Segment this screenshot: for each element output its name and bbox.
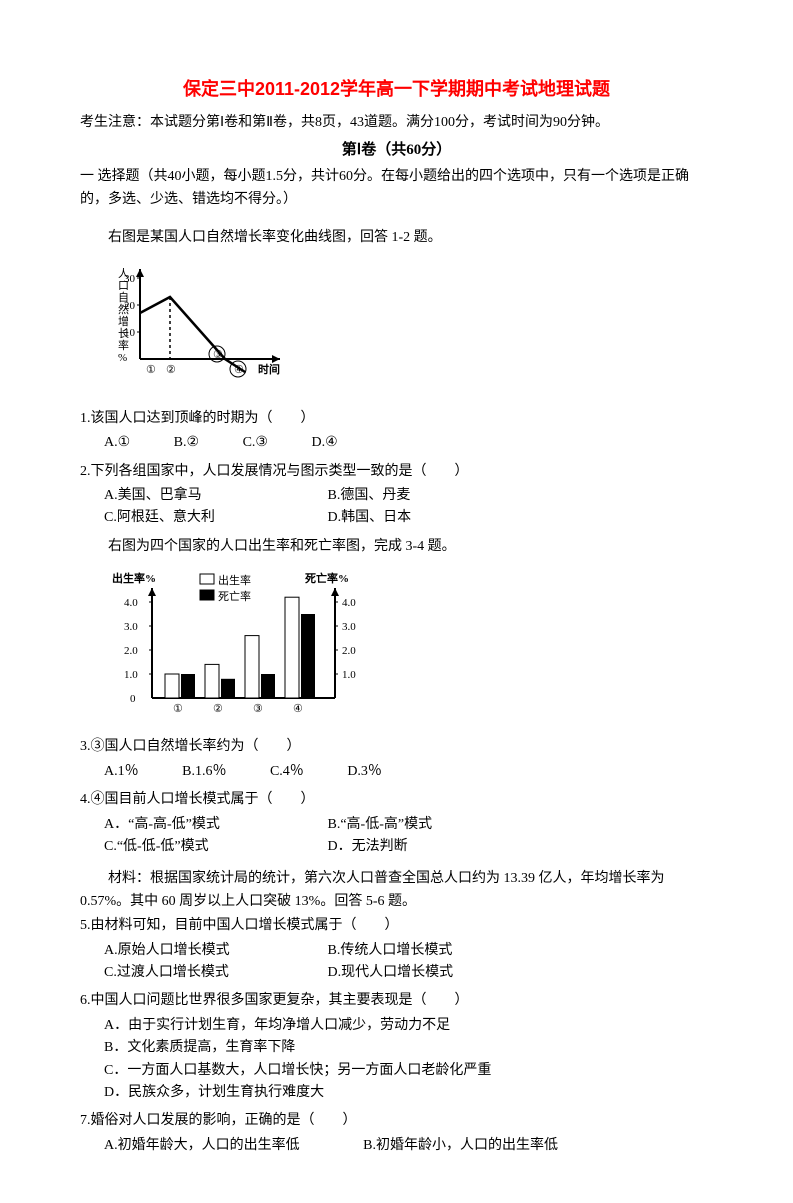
question-6: 6.中国人口问题比世界很多国家更复杂，其主要表现是（ ） — [80, 990, 713, 1012]
svg-text:4.0: 4.0 — [124, 597, 138, 609]
q3-opt-c: C.4％ — [270, 761, 304, 783]
q2-opt-c: C.阿根廷、意大利 — [104, 507, 304, 529]
svg-text:2.0: 2.0 — [124, 645, 138, 657]
x-label: 时间 — [258, 362, 280, 376]
x-mark-1: ① — [146, 364, 156, 376]
bar-4-death — [301, 614, 315, 698]
question-4: 4.④国目前人口增长模式属于（ ） — [80, 789, 713, 811]
x2-mark-4: ④ — [293, 703, 303, 715]
q6-opt-b: B．文化素质提高，生育率下降 — [104, 1037, 713, 1059]
bar-4-birth — [285, 597, 299, 698]
q5-opt-b: B.传统人口增长模式 — [328, 940, 528, 962]
q2-opt-a: A.美国、巴拿马 — [104, 485, 304, 507]
section-header: 第Ⅰ卷（共60分） — [80, 138, 713, 162]
y-tick-20: 20 — [124, 300, 136, 312]
x-mark-4: ④ — [234, 364, 244, 376]
x2-mark-3: ③ — [253, 703, 263, 715]
x2-mark-2: ② — [213, 703, 223, 715]
y-tick-30: 30 — [124, 273, 136, 285]
q7-opt-a: A.初婚年龄大，人口的出生率低 — [104, 1135, 300, 1157]
q1-opt-b: B.② — [174, 432, 199, 454]
q6-options: A．由于实行计划生育，年均净增人口减少，劳动力不足 B．文化素质提高，生育率下降… — [104, 1015, 713, 1105]
svg-text:%: % — [118, 352, 127, 364]
q5-opt-d: D.现代人口增长模式 — [328, 962, 528, 984]
svg-text:1.0: 1.0 — [342, 669, 356, 681]
q6-opt-a: A．由于实行计划生育，年均净增人口减少，劳动力不足 — [104, 1015, 713, 1037]
y-left-label: 出生率% — [112, 571, 156, 585]
exam-notice: 考生注意：本试题分第Ⅰ卷和第Ⅱ卷，共8页，43道题。满分100分，考试时间为90… — [80, 112, 713, 134]
q2-opt-b: B.德国、丹麦 — [328, 485, 528, 507]
material-5-6: 材料：根据国家统计局的统计，第六次人口普查全国总人口约为 13.39 亿人，年均… — [80, 868, 713, 913]
growth-curve — [140, 297, 245, 372]
chart-1: 人 口 自 然 增 长 率 % 10 20 30 ① — [110, 259, 713, 397]
q5-opt-a: A.原始人口增长模式 — [104, 940, 304, 962]
x-arrow — [272, 355, 280, 363]
y-tick-10: 10 — [124, 327, 136, 339]
q5-opt-c: C.过渡人口增长模式 — [104, 962, 304, 984]
q4-opt-a: A．“高-高-低”模式 — [104, 814, 304, 836]
q5-options: A.原始人口增长模式 B.传统人口增长模式 C.过渡人口增长模式 D.现代人口增… — [104, 940, 713, 985]
exam-page: 保定三中2011-2012学年高一下学期期中考试地理试题 考生注意：本试题分第Ⅰ… — [0, 0, 793, 1203]
q6-opt-c: C．一方面人口基数大，人口增长快；另一方面人口老龄化严重 — [104, 1060, 713, 1082]
q3-options: A.1％ B.1.6％ C.4％ D.3％ — [104, 761, 713, 783]
svg-text:4.0: 4.0 — [342, 597, 356, 609]
bar-2-birth — [205, 664, 219, 698]
svg-text:3.0: 3.0 — [124, 621, 138, 633]
bar-3-death — [261, 674, 275, 698]
q3-opt-b: B.1.6％ — [182, 761, 226, 783]
svg-text:增: 增 — [118, 314, 129, 328]
y-right-label: 死亡率% — [305, 571, 349, 585]
bar-1-death — [181, 674, 195, 698]
question-2: 2.下列各组国家中，人口发展情况与图示类型一致的是（ ） — [80, 461, 713, 483]
instruction: 一 选择题（共40小题，每小题1.5分，共计60分。在每小题给出的四个选项中，只… — [80, 166, 713, 211]
q7-options: A.初婚年龄大，人口的出生率低 B.初婚年龄小，人口的出生率低 — [104, 1135, 713, 1157]
q1-opt-a: A.① — [104, 432, 130, 454]
q1-options: A.① B.② C.③ D.④ — [104, 432, 713, 454]
x2-mark-1: ① — [173, 703, 183, 715]
q4-opt-b: B.“高-低-高”模式 — [328, 814, 528, 836]
legend-birth-swatch — [200, 574, 214, 584]
q1-opt-c: C.③ — [243, 432, 268, 454]
q7-opt-b: B.初婚年龄小，人口的出生率低 — [363, 1135, 558, 1157]
legend-death: 死亡率 — [218, 589, 251, 603]
prompt-2: 右图为四个国家的人口出生率和死亡率图，完成 3-4 题。 — [80, 536, 713, 558]
svg-text:1.0: 1.0 — [124, 669, 138, 681]
legend-birth: 出生率 — [218, 573, 251, 587]
bar-2-death — [221, 679, 235, 698]
q2-opt-d: D.韩国、日本 — [328, 507, 528, 529]
question-1: 1.该国人口达到顶峰的时期为（ ） — [80, 408, 713, 430]
chart-2: 出生率 死亡率 出生率% 死亡率% 0 1.0 2.0 3.0 4.0 1.0 … — [110, 568, 713, 726]
svg-text:3.0: 3.0 — [342, 621, 356, 633]
q2-options: A.美国、巴拿马 B.德国、丹麦 C.阿根廷、意大利 D.韩国、日本 — [104, 485, 713, 530]
exam-title: 保定三中2011-2012学年高一下学期期中考试地理试题 — [80, 75, 713, 104]
prompt-1: 右图是某国人口自然增长率变化曲线图，回答 1-2 题。 — [80, 227, 713, 249]
q3-opt-d: D.3％ — [347, 761, 382, 783]
x-mark-3: ③ — [213, 349, 223, 361]
q6-opt-d: D．民族众多，计划生育执行难度大 — [104, 1082, 713, 1104]
svg-text:2.0: 2.0 — [342, 645, 356, 657]
q4-opt-c: C.“低-低-低”模式 — [104, 836, 304, 858]
svg-text:0: 0 — [130, 693, 136, 705]
x-mark-2: ② — [166, 364, 176, 376]
q4-options: A．“高-高-低”模式 B.“高-低-高”模式 C.“低-低-低”模式 D．无法… — [104, 814, 713, 859]
svg-text:率: 率 — [118, 338, 129, 352]
q3-opt-a: A.1％ — [104, 761, 139, 783]
y-arrow — [136, 269, 144, 277]
legend-death-swatch — [200, 590, 214, 600]
question-3: 3.③国人口自然增长率约为（ ） — [80, 736, 713, 758]
question-5: 5.由材料可知，目前中国人口增长模式属于（ ） — [80, 915, 713, 937]
bar-3-birth — [245, 636, 259, 698]
q4-opt-d: D．无法判断 — [328, 836, 528, 858]
q1-opt-d: D.④ — [311, 432, 337, 454]
bar-1-birth — [165, 674, 179, 698]
